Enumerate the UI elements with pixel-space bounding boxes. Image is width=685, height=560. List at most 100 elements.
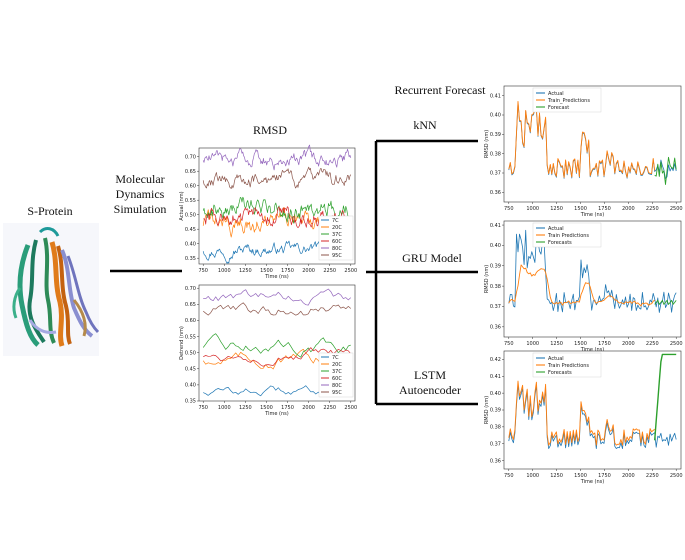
x-tick-label: 750 xyxy=(198,405,208,411)
y-tick-label: 0.45 xyxy=(185,366,196,372)
x-tick-label: 2500 xyxy=(670,473,683,479)
x-tick-label: 1500 xyxy=(574,341,587,347)
x-tick-label: 1250 xyxy=(239,405,252,411)
x-tick-label: 1750 xyxy=(598,341,611,347)
x-tick-label: 750 xyxy=(504,206,514,212)
legend-label: 60C xyxy=(332,376,342,382)
chart-panel-0: 750 1000 1250 1500 1750 2000 2250 2500 0.35 0.40 0… xyxy=(179,144,357,280)
y-tick-label: 0.37 xyxy=(490,304,501,310)
x-tick-label: 2500 xyxy=(344,405,357,411)
y-tick-label: 0.38 xyxy=(490,425,501,431)
x-tick-label: 2250 xyxy=(646,473,659,479)
y-tick-label: 0.50 xyxy=(185,350,196,356)
label-gru: GRU Model xyxy=(402,251,462,265)
legend-box xyxy=(318,352,354,398)
legend-label: Actual xyxy=(548,91,564,97)
y-tick-label: 0.70 xyxy=(185,286,196,292)
y-axis-label: RMSD (nm) xyxy=(484,396,490,424)
chart-panel-2: 750 1000 1250 1500 1750 2000 2250 2500 0.36 0.37 0… xyxy=(484,85,683,218)
x-tick-label: 2500 xyxy=(670,206,683,212)
legend-label: 7C xyxy=(332,355,339,361)
y-tick-label: 0.39 xyxy=(490,132,501,138)
y-tick-label: 0.60 xyxy=(185,183,196,189)
legend-label: Actual xyxy=(548,226,564,232)
legend-label: 20C xyxy=(332,362,342,368)
x-tick-label: 1000 xyxy=(526,341,539,347)
chart-panel-4: 750 1000 1250 1500 1750 2000 2250 2500 0.36 0.37 0… xyxy=(484,350,683,485)
label-md-line2: Dynamics xyxy=(115,187,165,201)
x-axis-label: Time (ns) xyxy=(580,212,605,218)
chart-panel-3: 750 1000 1250 1500 1750 2000 2250 2500 0.36 0.37 0… xyxy=(484,220,683,353)
legend-label: Train Predictions xyxy=(547,233,589,239)
label-lstm: LSTM Autoencoder xyxy=(385,368,475,398)
x-tick-label: 1250 xyxy=(550,206,563,212)
x-axis-label: Time (ns) xyxy=(580,347,605,353)
legend-label: Forecast xyxy=(548,105,569,111)
legend-label: Forecasts xyxy=(548,240,572,246)
y-tick-label: 0.55 xyxy=(185,334,196,340)
x-tick-label: 1500 xyxy=(260,405,273,411)
x-tick-label: 1500 xyxy=(574,206,587,212)
series-line-train xyxy=(508,101,656,178)
x-tick-label: 2250 xyxy=(323,268,336,274)
x-tick-label: 1000 xyxy=(526,206,539,212)
y-tick-label: 0.39 xyxy=(490,263,501,269)
x-tick-label: 1500 xyxy=(574,473,587,479)
series-line-95C xyxy=(202,302,352,316)
legend-label: 95C xyxy=(332,390,342,396)
x-tick-label: 1750 xyxy=(281,405,294,411)
y-tick-label: 0.35 xyxy=(185,256,196,262)
legend-label: 7C xyxy=(332,218,339,224)
protein-structure-icon xyxy=(3,223,100,356)
y-tick-label: 0.60 xyxy=(185,318,196,324)
series-line-80C xyxy=(202,144,352,171)
y-tick-label: 0.38 xyxy=(490,151,501,157)
y-tick-label: 0.40 xyxy=(490,113,501,119)
y-tick-label: 0.45 xyxy=(185,227,196,233)
legend-label: 80C xyxy=(332,383,342,389)
y-tick-label: 0.35 xyxy=(185,399,196,405)
x-tick-label: 1750 xyxy=(598,206,611,212)
y-tick-label: 0.50 xyxy=(185,212,196,218)
y-tick-label: 0.40 xyxy=(490,243,501,249)
series-line-95C xyxy=(202,166,352,189)
y-tick-label: 0.40 xyxy=(490,391,501,397)
x-tick-label: 750 xyxy=(198,268,208,274)
x-tick-label: 1000 xyxy=(218,268,231,274)
x-tick-label: 1250 xyxy=(550,473,563,479)
series-line-37C xyxy=(202,196,352,224)
legend-label: 37C xyxy=(332,232,342,238)
y-tick-label: 0.55 xyxy=(185,198,196,204)
chart-panel-1: 750 1000 1250 1500 1750 2000 2250 2500 0.35 0.40 0… xyxy=(179,284,357,417)
x-tick-label: 1250 xyxy=(550,341,563,347)
legend-box xyxy=(318,215,354,261)
label-md-line1: Molecular xyxy=(115,172,165,186)
y-axis-label: Actual (nm) xyxy=(179,191,185,220)
x-tick-label: 2000 xyxy=(302,405,315,411)
x-tick-label: 1500 xyxy=(260,268,273,274)
x-tick-label: 1250 xyxy=(239,268,252,274)
y-tick-label: 0.38 xyxy=(490,284,501,290)
series-line-80C xyxy=(203,288,352,306)
x-tick-label: 2250 xyxy=(646,341,659,347)
y-tick-label: 0.36 xyxy=(490,458,501,464)
x-tick-label: 1750 xyxy=(598,473,611,479)
y-tick-label: 0.41 xyxy=(490,374,501,380)
x-axis-label: Time (ns) xyxy=(580,479,605,485)
series-line-60C xyxy=(203,347,352,367)
y-tick-label: 0.65 xyxy=(185,169,196,175)
label-lstm-line1: LSTM xyxy=(413,368,446,382)
x-tick-label: 2000 xyxy=(622,206,635,212)
legend-label: 80C xyxy=(332,246,342,252)
label-md: Molecular Dynamics Simulation xyxy=(100,172,180,217)
x-tick-label: 750 xyxy=(504,341,514,347)
legend-label: Train_Predictions xyxy=(547,98,590,104)
y-tick-label: 0.40 xyxy=(185,241,196,247)
x-tick-label: 2000 xyxy=(302,268,315,274)
legend-label: 95C xyxy=(332,253,342,259)
series-line-forecast xyxy=(654,353,677,441)
x-tick-label: 750 xyxy=(504,473,514,479)
x-tick-label: 2250 xyxy=(646,206,659,212)
y-axis-label: RMSD (nm) xyxy=(484,265,490,293)
